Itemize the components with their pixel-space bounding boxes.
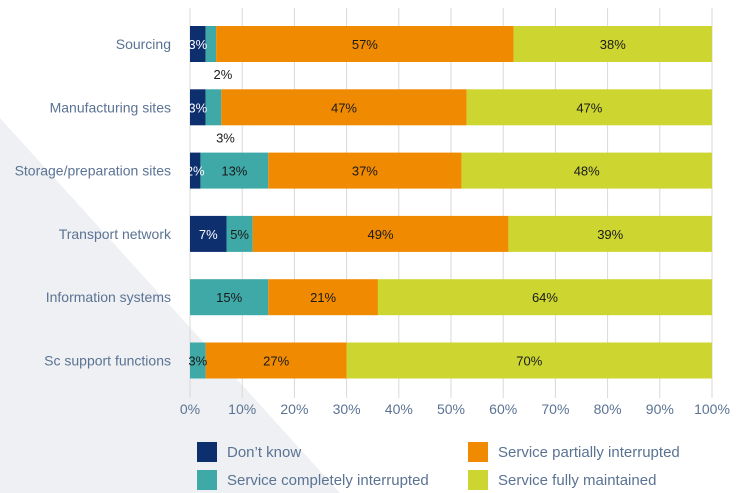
bar-segment-service-partially-interrupted	[252, 215, 509, 252]
bar-segment-service-completely-interrupted	[200, 152, 269, 189]
x-tick-label: 60%	[489, 401, 517, 417]
x-tick-label: 50%	[437, 401, 465, 417]
data-label-service-completely-interrupted: 2%	[213, 67, 232, 82]
legend-swatch-service-fully-maintained	[468, 470, 488, 490]
data-label-service-fully-maintained: 47%	[576, 100, 602, 115]
category-label-manufacturing-sites: Manufacturing sites	[50, 99, 171, 115]
legend-swatch-dont-know	[197, 442, 217, 462]
bar-segment-service-completely-interrupted	[205, 26, 217, 62]
bar-segment-service-fully-maintained	[461, 152, 712, 189]
bar-segment-service-fully-maintained	[508, 215, 712, 252]
x-tick-label: 0%	[180, 401, 200, 417]
category-labels: Sourcing Manufacturing sites Storage/prepa…	[15, 36, 172, 369]
bar-segment-service-partially-interrupted	[268, 152, 462, 189]
x-tick-label: 10%	[228, 401, 256, 417]
data-label-service-fully-maintained: 48%	[574, 164, 600, 179]
data-label-service-partially-interrupted: 49%	[368, 227, 394, 242]
data-label-service-partially-interrupted: 37%	[352, 164, 378, 179]
x-tick-label: 40%	[385, 401, 413, 417]
category-label-storage-preparation-sites: Storage/preparation sites	[15, 163, 171, 179]
legend-item-service-completely-interrupted: Service completely interrupted	[197, 469, 429, 491]
data-label-service-fully-maintained: 39%	[597, 227, 623, 242]
bar-segment-service-fully-maintained	[466, 89, 712, 126]
bar-segment-service-fully-maintained	[346, 342, 712, 379]
bar-segment-service-partially-interrupted	[221, 89, 467, 126]
data-label-service-partially-interrupted: 47%	[331, 100, 357, 115]
data-label-service-fully-maintained: 70%	[516, 354, 542, 369]
x-tick-label: 30%	[333, 401, 361, 417]
legend: Don’t know Service completely interrupte…	[197, 441, 727, 491]
legend-item-service-partially-interrupted: Service partially interrupted	[468, 441, 680, 463]
legend-label-service-completely-interrupted: Service completely interrupted	[227, 471, 429, 489]
bar-segment-service-completely-interrupted	[205, 89, 222, 126]
legend-swatch-service-partially-interrupted	[468, 442, 488, 462]
data-label-service-completely-interrupted: 3%	[188, 354, 207, 369]
x-tick-label: 20%	[280, 401, 308, 417]
legend-label-service-fully-maintained: Service fully maintained	[498, 471, 657, 489]
bar-segment-service-partially-interrupted	[205, 342, 347, 379]
data-label-don-t-know: 3%	[188, 37, 207, 52]
gridlines	[189, 8, 713, 398]
bar-segment-service-fully-maintained	[513, 26, 712, 62]
bar-segment-service-completely-interrupted	[226, 215, 253, 252]
bar-segment-don-t-know	[190, 89, 206, 126]
bar-segment-service-fully-maintained	[377, 279, 712, 316]
bar-segment-service-partially-interrupted	[216, 26, 514, 62]
data-label-don-t-know: 3%	[188, 100, 207, 115]
bar-segment-service-partially-interrupted	[268, 279, 378, 316]
bar-segment-service-completely-interrupted	[190, 279, 269, 316]
data-label-service-partially-interrupted: 57%	[352, 37, 378, 52]
data-label-service-completely-interrupted: 13%	[221, 164, 247, 179]
data-label-don-t-know: 7%	[199, 227, 218, 242]
data-label-don-t-know: 2%	[186, 164, 205, 179]
data-label-service-partially-interrupted: 21%	[310, 290, 336, 305]
segment-labels: 3% 2% 57% 38% 3% 3% 47% 47% 2% 13% 37% 48% 7% 5% 49% 39…	[186, 37, 626, 369]
bars	[190, 26, 712, 379]
x-tick-label: 70%	[541, 401, 569, 417]
legend-label-dont-know: Don’t know	[227, 443, 302, 461]
legend-item-service-fully-maintained: Service fully maintained	[468, 469, 656, 491]
legend-swatch-service-completely-interrupted	[197, 470, 217, 490]
x-tick-label: 90%	[646, 401, 674, 417]
x-tick-label: 80%	[594, 401, 622, 417]
bar-segment-service-completely-interrupted	[190, 342, 206, 379]
data-label-service-partially-interrupted: 27%	[263, 354, 289, 369]
category-label-information-systems: Information systems	[46, 289, 171, 305]
data-label-service-completely-interrupted: 5%	[230, 227, 249, 242]
category-label-sourcing: Sourcing	[116, 36, 171, 52]
category-label-transport-network: Transport network	[59, 226, 172, 242]
bar-segment-don-t-know	[190, 152, 201, 189]
x-axis-ticks: 0% 10% 20% 30% 40% 50% 60% 70% 80% 90% 100%	[180, 401, 730, 417]
legend-label-service-partially-interrupted: Service partially interrupted	[498, 443, 680, 461]
data-label-service-completely-interrupted: 15%	[216, 290, 242, 305]
legend-item-dont-know: Don’t know	[197, 441, 301, 463]
bar-segment-don-t-know	[190, 26, 206, 62]
data-label-service-completely-interrupted: 3%	[216, 130, 235, 145]
data-label-service-fully-maintained: 64%	[532, 290, 558, 305]
category-label-sc-support-functions: Sc support functions	[44, 353, 171, 369]
bar-segment-don-t-know	[190, 215, 227, 252]
data-label-service-fully-maintained: 38%	[600, 37, 626, 52]
x-tick-label: 100%	[694, 401, 730, 417]
